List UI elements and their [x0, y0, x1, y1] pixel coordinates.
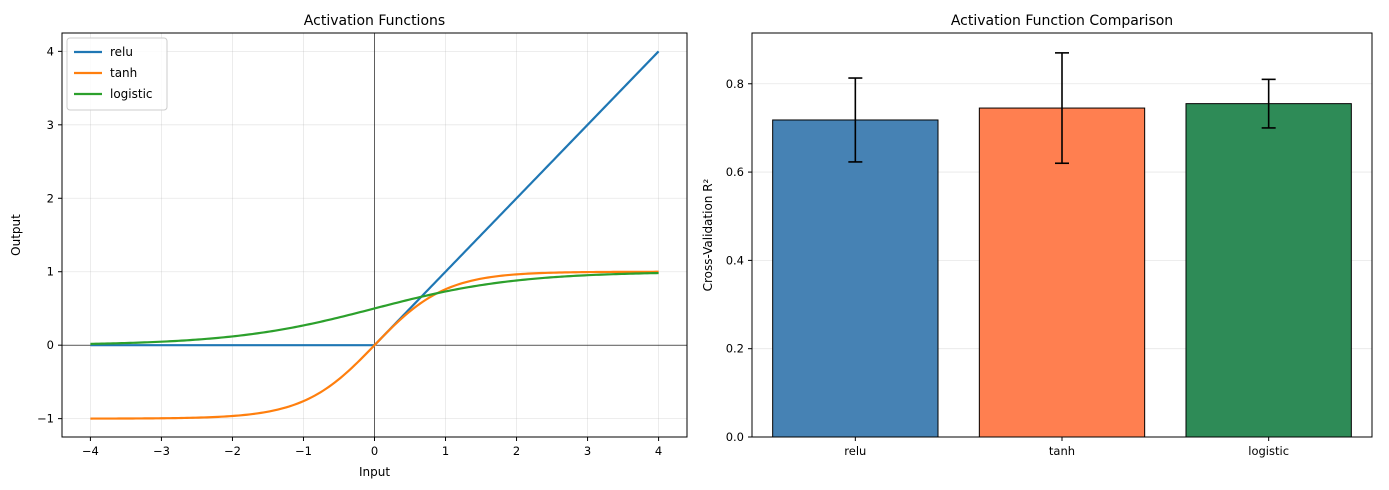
right-y-tick-label: 0.0 [726, 430, 744, 444]
right-chart-title: Activation Function Comparison [951, 13, 1173, 29]
right-y-axis-label: Cross-Validation R² [701, 178, 715, 291]
bar-logistic [1185, 103, 1352, 438]
right-x-ticks: relu tanh logistic [844, 437, 1289, 458]
legend-label-relu: relu [110, 45, 133, 59]
left-y-tick-label: 0 [47, 338, 54, 352]
legend-label-logistic: logistic [110, 87, 153, 101]
left-y-tick-label: 4 [47, 44, 54, 58]
series-line-tanh [90, 270, 659, 420]
left-x-tick-label: 3 [584, 444, 591, 458]
right-x-tick-label: relu [844, 444, 866, 458]
left-y-tick-label: 1 [47, 265, 54, 279]
activation-comparison-plot: relu tanh logistic 0.0 0.2 0.4 0.6 0.8 Activat… [701, 13, 1373, 458]
left-y-ticks: −1 0 1 2 3 4 [37, 44, 62, 426]
left-y-axis-label: Output [9, 214, 23, 256]
right-y-tick-label: 0.4 [726, 253, 744, 267]
left-y-tick-label: 3 [47, 118, 54, 132]
activation-functions-plot: −4 −3 −2 −1 0 1 2 3 4 −1 0 1 2 3 4 Activation Functio… [9, 13, 688, 479]
right-x-tick-label: tanh [1049, 444, 1075, 458]
left-chart-title: Activation Functions [304, 13, 445, 29]
left-x-ticks: −4 −3 −2 −1 0 1 2 3 4 [82, 437, 662, 458]
left-x-axis-label: Input [359, 465, 390, 479]
bar-relu [772, 119, 939, 438]
left-x-tick-label: 4 [655, 444, 662, 458]
left-x-tick-label: 2 [513, 444, 520, 458]
right-y-tick-label: 0.2 [726, 342, 744, 356]
left-y-tick-label: 2 [47, 191, 54, 205]
left-series-lines [90, 50, 660, 420]
right-bars [772, 103, 1352, 438]
left-x-tick-label: −4 [82, 444, 99, 458]
right-y-tick-label: 0.6 [726, 165, 744, 179]
left-x-tick-label: −3 [153, 444, 170, 458]
left-legend: relu tanh logistic [66, 37, 168, 111]
left-x-tick-label: −1 [295, 444, 312, 458]
legend-label-tanh: tanh [110, 66, 137, 80]
left-x-tick-label: 1 [442, 444, 449, 458]
left-x-tick-label: 0 [371, 444, 378, 458]
right-y-ticks: 0.0 0.2 0.4 0.6 0.8 [726, 77, 752, 444]
legend-box [66, 37, 168, 111]
left-y-tick-label: −1 [37, 412, 54, 426]
left-x-tick-label: −2 [224, 444, 241, 458]
right-x-tick-label: logistic [1248, 444, 1289, 458]
right-error-bars [848, 52, 1276, 165]
series-line-logistic [90, 271, 659, 345]
right-y-tick-label: 0.8 [726, 77, 744, 91]
